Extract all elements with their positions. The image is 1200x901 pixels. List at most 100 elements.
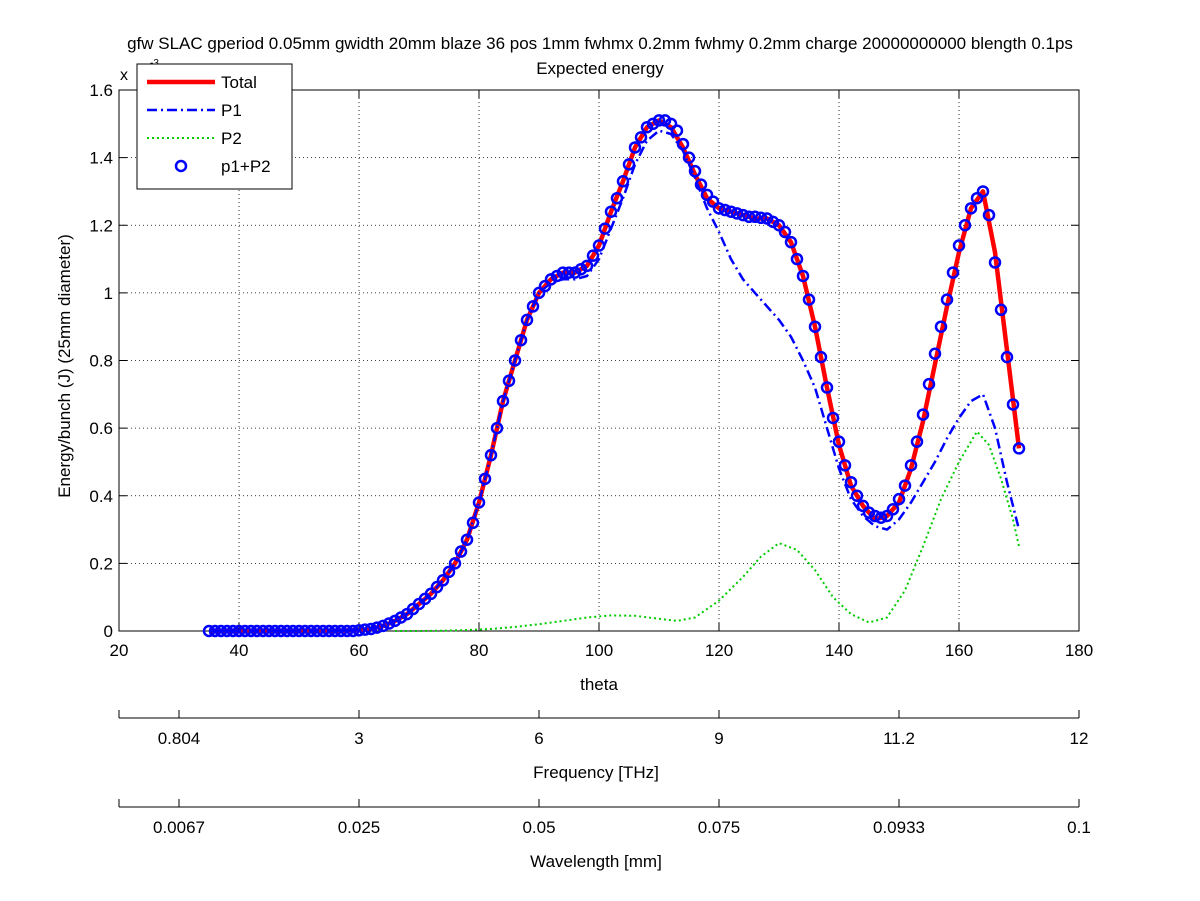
data-point-p1-p2	[802, 293, 816, 306]
data-point-p1-p2	[508, 354, 522, 367]
data-point-p1-p2	[538, 279, 552, 293]
data-point-p1-p2	[430, 580, 444, 594]
data-point-p1-p2	[484, 448, 498, 462]
data-point-p1-p2	[844, 475, 858, 489]
axis-tick-label: 0.075	[698, 818, 741, 837]
x-tick-label: 80	[470, 641, 489, 660]
data-point-p1-p2	[808, 320, 822, 333]
y-axis-label: Energy/bunch (J) (25mm diameter)	[55, 234, 74, 498]
x-tick-label: 100	[585, 641, 613, 660]
data-point-p1-p2	[1012, 442, 1026, 455]
data-point-p1-p2	[214, 624, 228, 638]
data-point-p1-p2	[280, 624, 294, 638]
data-point-p1-p2	[364, 622, 378, 636]
data-point-p1-p2	[880, 509, 894, 523]
x-tick-label: 180	[1065, 641, 1093, 660]
y-tick-label: 0.4	[89, 487, 113, 506]
data-point-p1-p2	[526, 300, 540, 313]
data-point-p1-p2	[718, 203, 732, 217]
wavelength-axis: 0.0067 0.025 0.05 0.075 0.0933 0.1	[118, 799, 1091, 837]
data-point-p1-p2	[700, 188, 714, 202]
data-point-p1-p2	[652, 114, 666, 127]
y-tick-label: 0.2	[89, 554, 113, 573]
data-point-p1-p2	[490, 421, 504, 435]
data-point-p1-p2	[682, 151, 696, 164]
data-point-p1-p2	[964, 202, 978, 215]
data-point-p1-p2	[586, 249, 600, 262]
data-point-p1-p2	[940, 293, 954, 306]
data-point-p1-p2	[688, 164, 702, 178]
legend-marker-p1-p2	[174, 159, 188, 173]
data-point-p1-p2	[370, 621, 384, 634]
data-point-p1-p2	[826, 411, 840, 425]
data-point-p1-p2	[1000, 350, 1014, 364]
x-tick-label: 40	[230, 641, 249, 660]
data-point-p1-p2	[664, 117, 678, 131]
data-point-p1-p2	[670, 124, 684, 137]
data-point-p1-p2	[922, 377, 936, 391]
data-point-p1-p2	[580, 259, 594, 273]
data-point-p1-p2	[712, 202, 726, 215]
y-tick-label: 0.6	[89, 419, 113, 438]
data-point-p1-p2	[676, 137, 690, 151]
chart-title: gfw SLAC gperiod 0.05mm gwidth 20mm blaz…	[127, 34, 1073, 53]
main-axes: 20 40 60 80 100 120 140 160 180 0 0.2 0.4 0.6 0.8 1 1.2…	[89, 81, 1093, 660]
axis-tick-label: 0.05	[522, 818, 555, 837]
frequency-axis-label: Frequency [THz]	[533, 763, 659, 782]
data-point-p1-p2	[976, 185, 990, 198]
data-point-p1-p2	[244, 624, 258, 638]
data-point-p1-p2	[742, 210, 756, 224]
data-point-p1-p2	[916, 408, 930, 421]
data-point-p1-p2	[304, 624, 318, 638]
axis-tick-label: 0.0933	[873, 818, 925, 837]
axis-tick-label: 0.1	[1067, 818, 1091, 837]
legend-label-p1: P1	[221, 101, 242, 120]
data-point-p1-p2	[748, 210, 762, 224]
data-point-p1-p2	[784, 235, 798, 249]
x-axis-label: theta	[580, 675, 618, 694]
data-point-p1-p2	[316, 624, 330, 638]
data-point-p1-p2	[868, 509, 882, 523]
data-point-p1-p2	[352, 624, 366, 637]
chart-subtitle: Expected energy	[536, 59, 664, 78]
y-tick-label: 1	[104, 284, 113, 303]
series-line-p2	[395, 430, 1020, 632]
series-line-p1	[209, 129, 1021, 633]
legend-label-p1-p2: p1+P2	[221, 157, 271, 176]
x-tick-label: 120	[705, 641, 733, 660]
axis-tick-label: 12	[1070, 729, 1089, 748]
x-tick-label: 20	[110, 641, 129, 660]
data-point-p1-p2	[988, 256, 1002, 269]
data-point-p1-p2	[832, 435, 846, 448]
data-point-p1-p2	[460, 533, 474, 546]
data-point-p1-p2	[238, 624, 252, 638]
axis-tick-label: 11.2	[883, 729, 915, 748]
data-point-p1-p2	[928, 347, 942, 360]
data-point-p1-p2	[250, 624, 264, 638]
data-point-p1-p2	[724, 205, 738, 218]
wavelength-axis-label: Wavelength [mm]	[530, 852, 662, 871]
data-point-p1-p2	[220, 624, 234, 638]
data-point-p1-p2	[796, 269, 810, 283]
data-point-p1-p2	[634, 131, 648, 144]
y-tick-label: 1.4	[89, 149, 113, 168]
y-tick-label: 0.8	[89, 352, 113, 371]
data-point-p1-p2	[790, 252, 804, 266]
axis-tick-label: 3	[354, 729, 363, 748]
data-point-p1-p2	[952, 239, 966, 252]
data-point-p1-p2	[754, 211, 768, 225]
data-point-p1-p2	[424, 587, 438, 601]
data-point-p1-p2	[814, 350, 828, 364]
data-point-p1-p2	[478, 472, 492, 486]
data-point-p1-p2	[310, 624, 324, 638]
data-point-p1-p2	[592, 239, 606, 252]
data-point-p1-p2	[970, 191, 984, 205]
data-point-p1-p2	[874, 511, 888, 524]
data-point-p1-p2	[958, 219, 972, 232]
y-multiplier-base: x	[120, 67, 128, 84]
data-point-p1-p2	[202, 624, 216, 638]
data-point-p1-p2	[442, 565, 456, 579]
data-point-p1-p2	[340, 624, 354, 638]
frequency-axis: 0.804 3 6 9 11.2 12	[118, 710, 1089, 748]
